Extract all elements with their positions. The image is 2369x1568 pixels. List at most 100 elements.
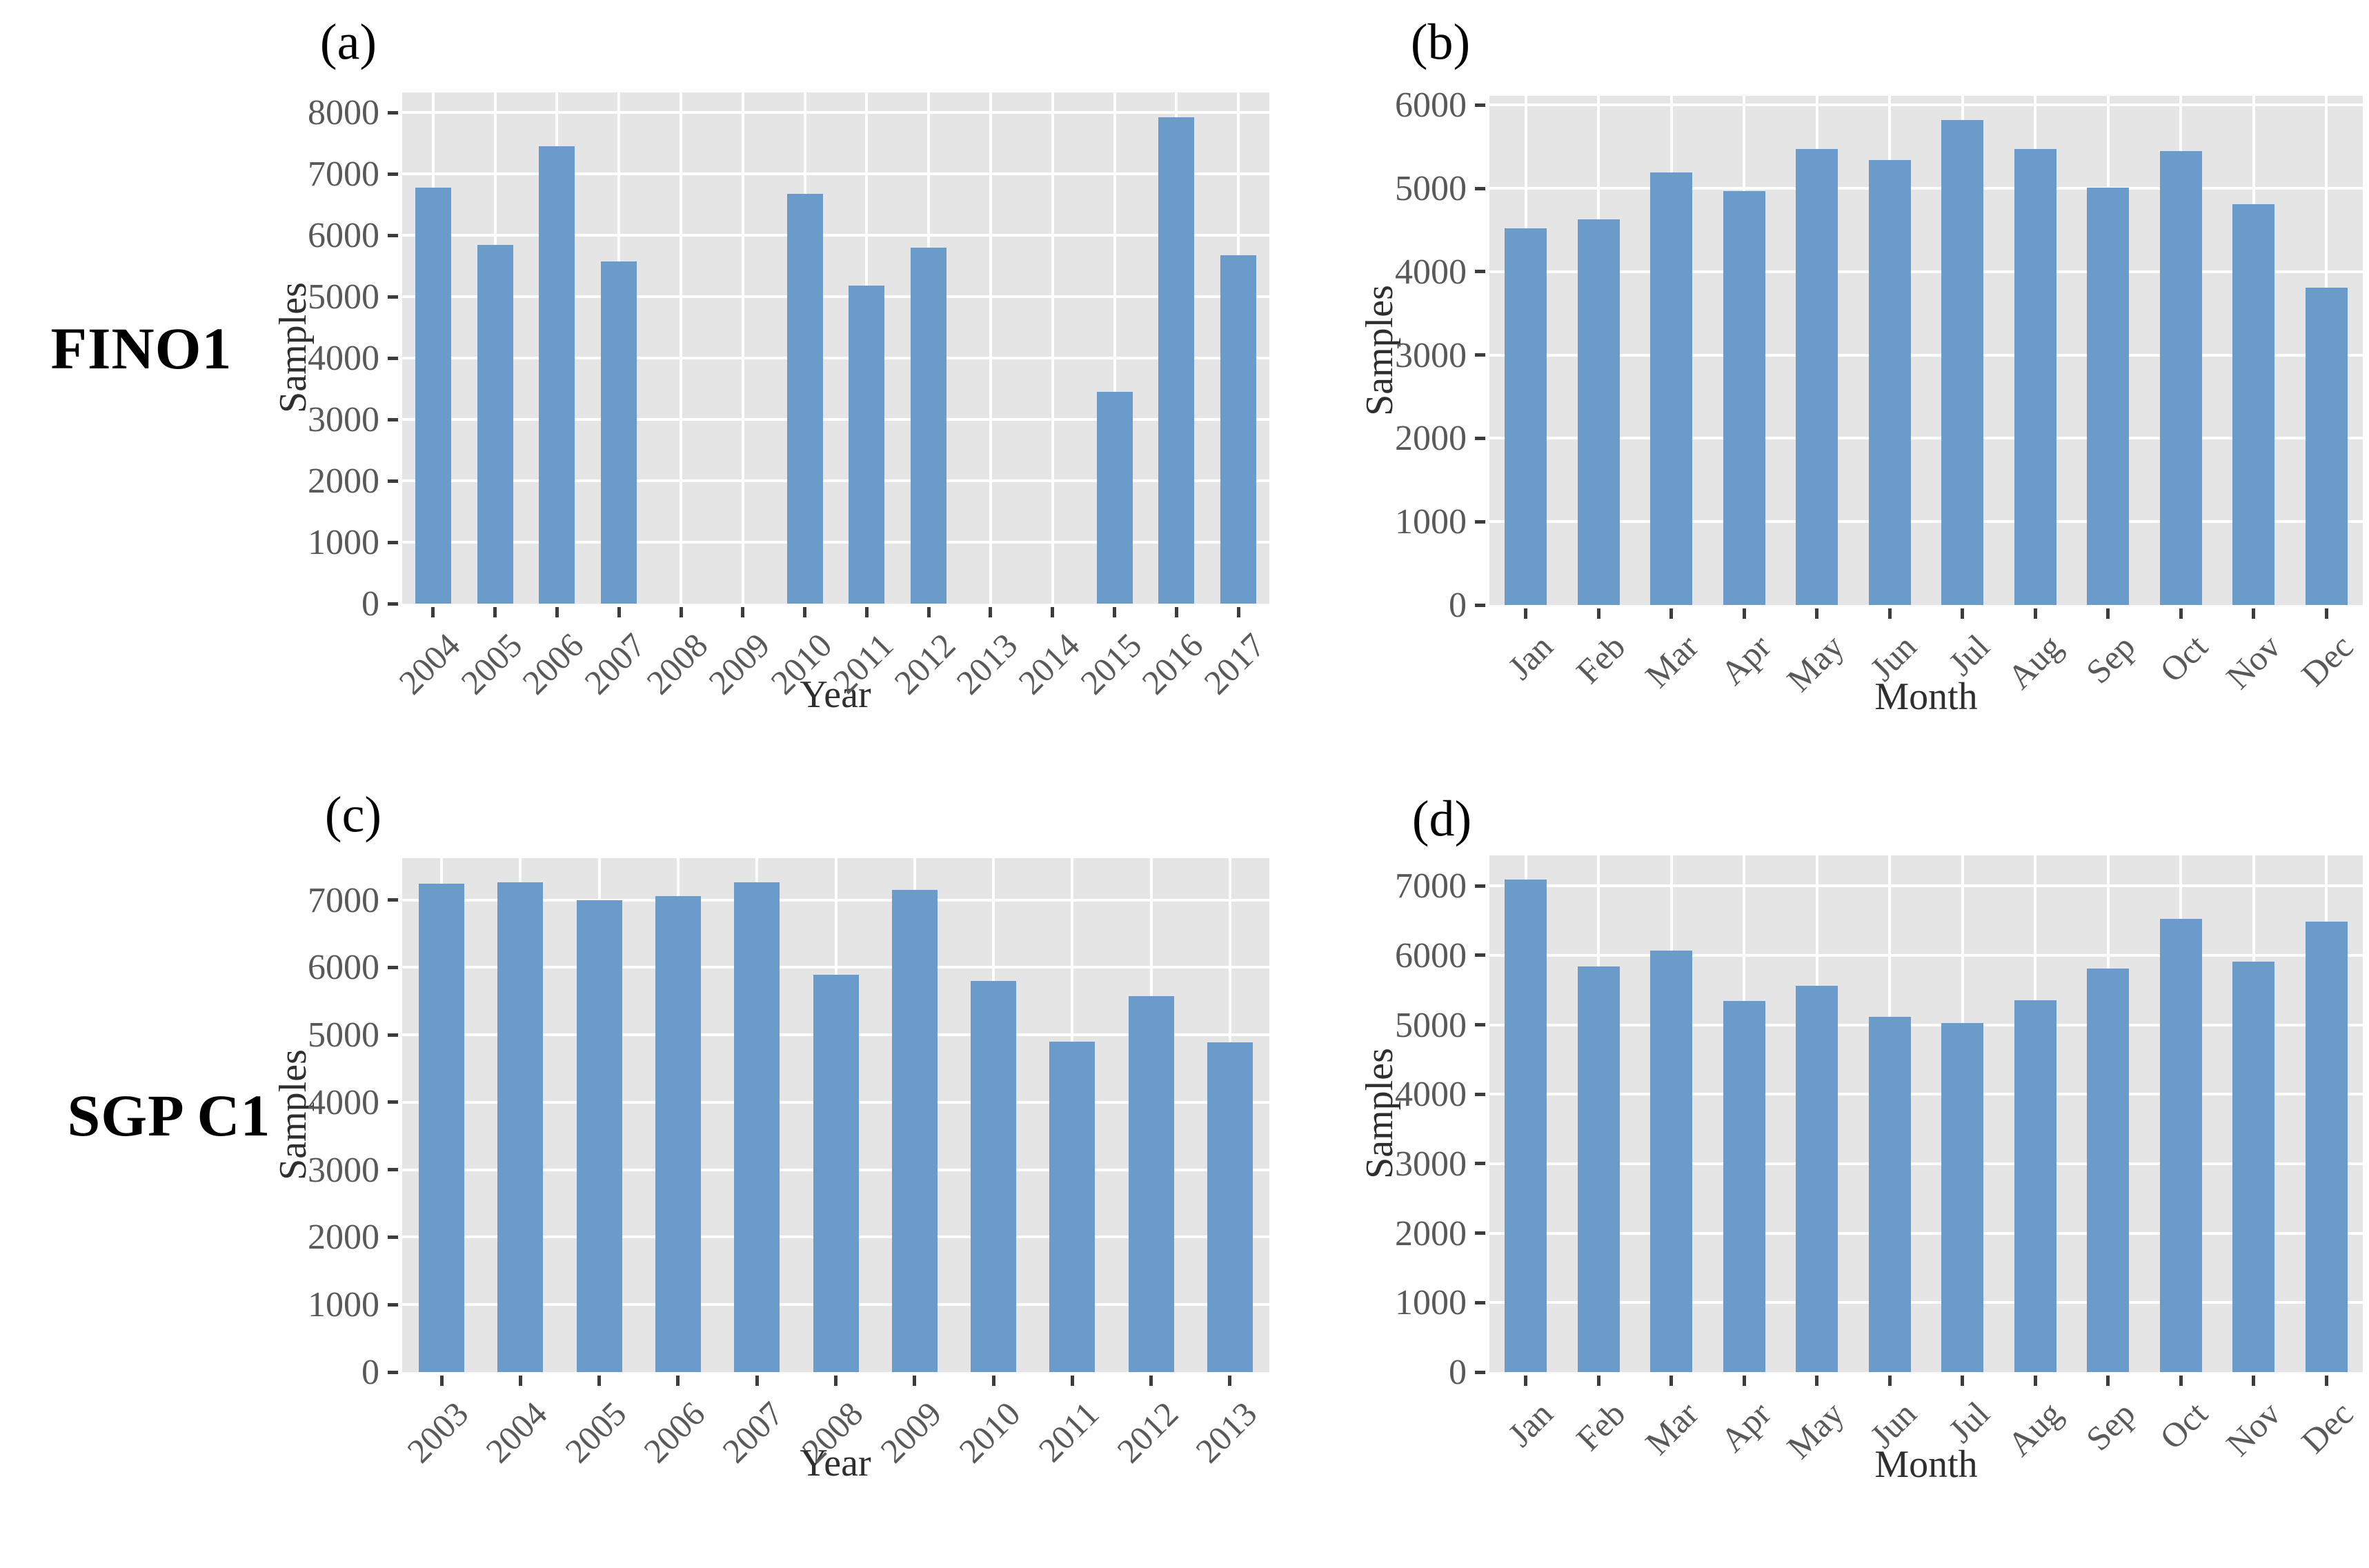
y-tick-label: 8000	[308, 93, 379, 133]
y-tick-mark	[1475, 1092, 1485, 1096]
gridline-horizontal	[402, 111, 1269, 115]
x-tick-mark	[2179, 608, 2183, 619]
x-tick-mark	[1961, 608, 1965, 619]
y-tick-label: 6000	[308, 948, 379, 988]
y-tick-mark	[388, 1033, 398, 1037]
bar-2007	[734, 882, 780, 1372]
y-tick-mark	[388, 965, 398, 969]
bar-Jul	[1941, 1022, 1983, 1372]
y-tick-label: 5000	[308, 277, 379, 317]
y-tick-mark	[1475, 603, 1485, 607]
plot-panel	[1489, 96, 2363, 605]
gridline-vertical	[680, 92, 683, 604]
x-tick-mark	[493, 607, 497, 617]
bar-Aug	[2014, 149, 2056, 605]
x-tick-mark	[617, 607, 621, 617]
y-tick-label: 3000	[1395, 335, 1467, 375]
bar-2011	[849, 286, 884, 604]
bar-Sep	[2087, 969, 2129, 1372]
bar-2007	[601, 261, 637, 604]
x-tick-mark	[834, 1376, 837, 1386]
y-tick-label: 5000	[1395, 169, 1467, 209]
y-tick-mark	[388, 172, 398, 176]
x-tick-mark	[1524, 1376, 1528, 1386]
bar-2010	[787, 193, 823, 604]
y-tick-mark	[388, 233, 398, 237]
subplot-caption-c: (c)	[324, 786, 382, 844]
row-label-fino1: FINO1	[50, 315, 232, 381]
y-tick-label: 7000	[308, 155, 379, 195]
x-tick-mark	[1113, 607, 1117, 617]
x-tick-mark	[1228, 1376, 1232, 1386]
subplot-caption-d: (d)	[1411, 791, 1472, 848]
bar-2005	[477, 244, 513, 604]
x-tick-mark	[2324, 1376, 2328, 1386]
x-tick-mark	[1669, 1376, 1674, 1386]
gridline-horizontal	[402, 418, 1269, 421]
x-tick-mark	[1887, 608, 1892, 619]
y-tick-label: 0	[361, 1353, 379, 1392]
x-tick-mark	[1236, 607, 1240, 617]
gridline-horizontal	[1489, 187, 2363, 190]
y-tick-mark	[388, 1370, 398, 1374]
bar-2015	[1097, 392, 1133, 604]
x-tick-mark	[676, 1376, 680, 1386]
y-tick-mark	[388, 110, 398, 115]
bar-Oct	[2160, 150, 2202, 605]
y-tick-label: 2000	[1395, 1213, 1467, 1253]
y-tick-label: 7000	[308, 880, 379, 920]
y-tick-label: 4000	[308, 1082, 379, 1122]
subplot-caption-b: (b)	[1410, 14, 1471, 71]
bar-Dec	[2306, 287, 2348, 605]
gridline-horizontal	[1489, 1162, 2363, 1165]
bar-2011	[1049, 1041, 1095, 1372]
x-axis-title-month-d: Month	[1874, 1443, 1978, 1486]
bar-2013	[1207, 1042, 1253, 1372]
x-tick-mark	[2252, 608, 2256, 619]
x-tick-mark	[679, 607, 683, 617]
gridline-horizontal	[1489, 103, 2363, 107]
bar-2009	[892, 889, 938, 1372]
gridline-horizontal	[402, 357, 1269, 360]
bar-Feb	[1578, 966, 1620, 1372]
bar-2003	[419, 884, 464, 1372]
x-tick-mark	[2033, 1376, 2037, 1386]
row-label-sgp-c1: SGP C1	[67, 1082, 271, 1149]
y-tick-label: 1000	[1395, 502, 1467, 542]
y-tick-label: 7000	[1395, 866, 1467, 906]
x-tick-mark	[2106, 1376, 2110, 1386]
gridline-horizontal	[1489, 1023, 2363, 1026]
gridline-vertical	[989, 92, 992, 604]
y-tick-mark	[1475, 103, 1485, 107]
x-tick-mark	[755, 1376, 759, 1386]
x-tick-mark	[2252, 1376, 2256, 1386]
gridline-horizontal	[402, 898, 1269, 902]
subplot-caption-a: (a)	[319, 14, 377, 71]
x-tick-mark	[1815, 1376, 1819, 1386]
bar-Apr	[1723, 190, 1765, 605]
x-tick-mark	[913, 1376, 917, 1386]
bar-Feb	[1578, 219, 1620, 605]
plot-panel	[402, 858, 1269, 1372]
bar-Apr	[1723, 1001, 1765, 1372]
y-tick-mark	[388, 1302, 398, 1307]
gridline-vertical	[1051, 92, 1054, 604]
x-tick-mark	[431, 607, 435, 617]
y-tick-mark	[1475, 270, 1485, 274]
y-tick-label: 2000	[308, 1218, 379, 1258]
bar-2012	[1129, 996, 1174, 1372]
y-tick-mark	[388, 602, 398, 606]
x-tick-mark	[1887, 1376, 1892, 1386]
bar-2006	[655, 895, 701, 1372]
y-tick-label: 3000	[308, 400, 379, 440]
bar-May	[1796, 149, 1838, 605]
gridline-horizontal	[402, 295, 1269, 299]
y-tick-mark	[1475, 1231, 1485, 1235]
y-tick-label: 6000	[308, 216, 379, 256]
x-tick-mark	[741, 607, 745, 617]
gridline-horizontal	[402, 966, 1269, 969]
bar-Jan	[1505, 880, 1547, 1372]
y-tick-label: 5000	[308, 1015, 379, 1055]
y-tick-mark	[1475, 353, 1485, 357]
x-tick-mark	[989, 607, 993, 617]
